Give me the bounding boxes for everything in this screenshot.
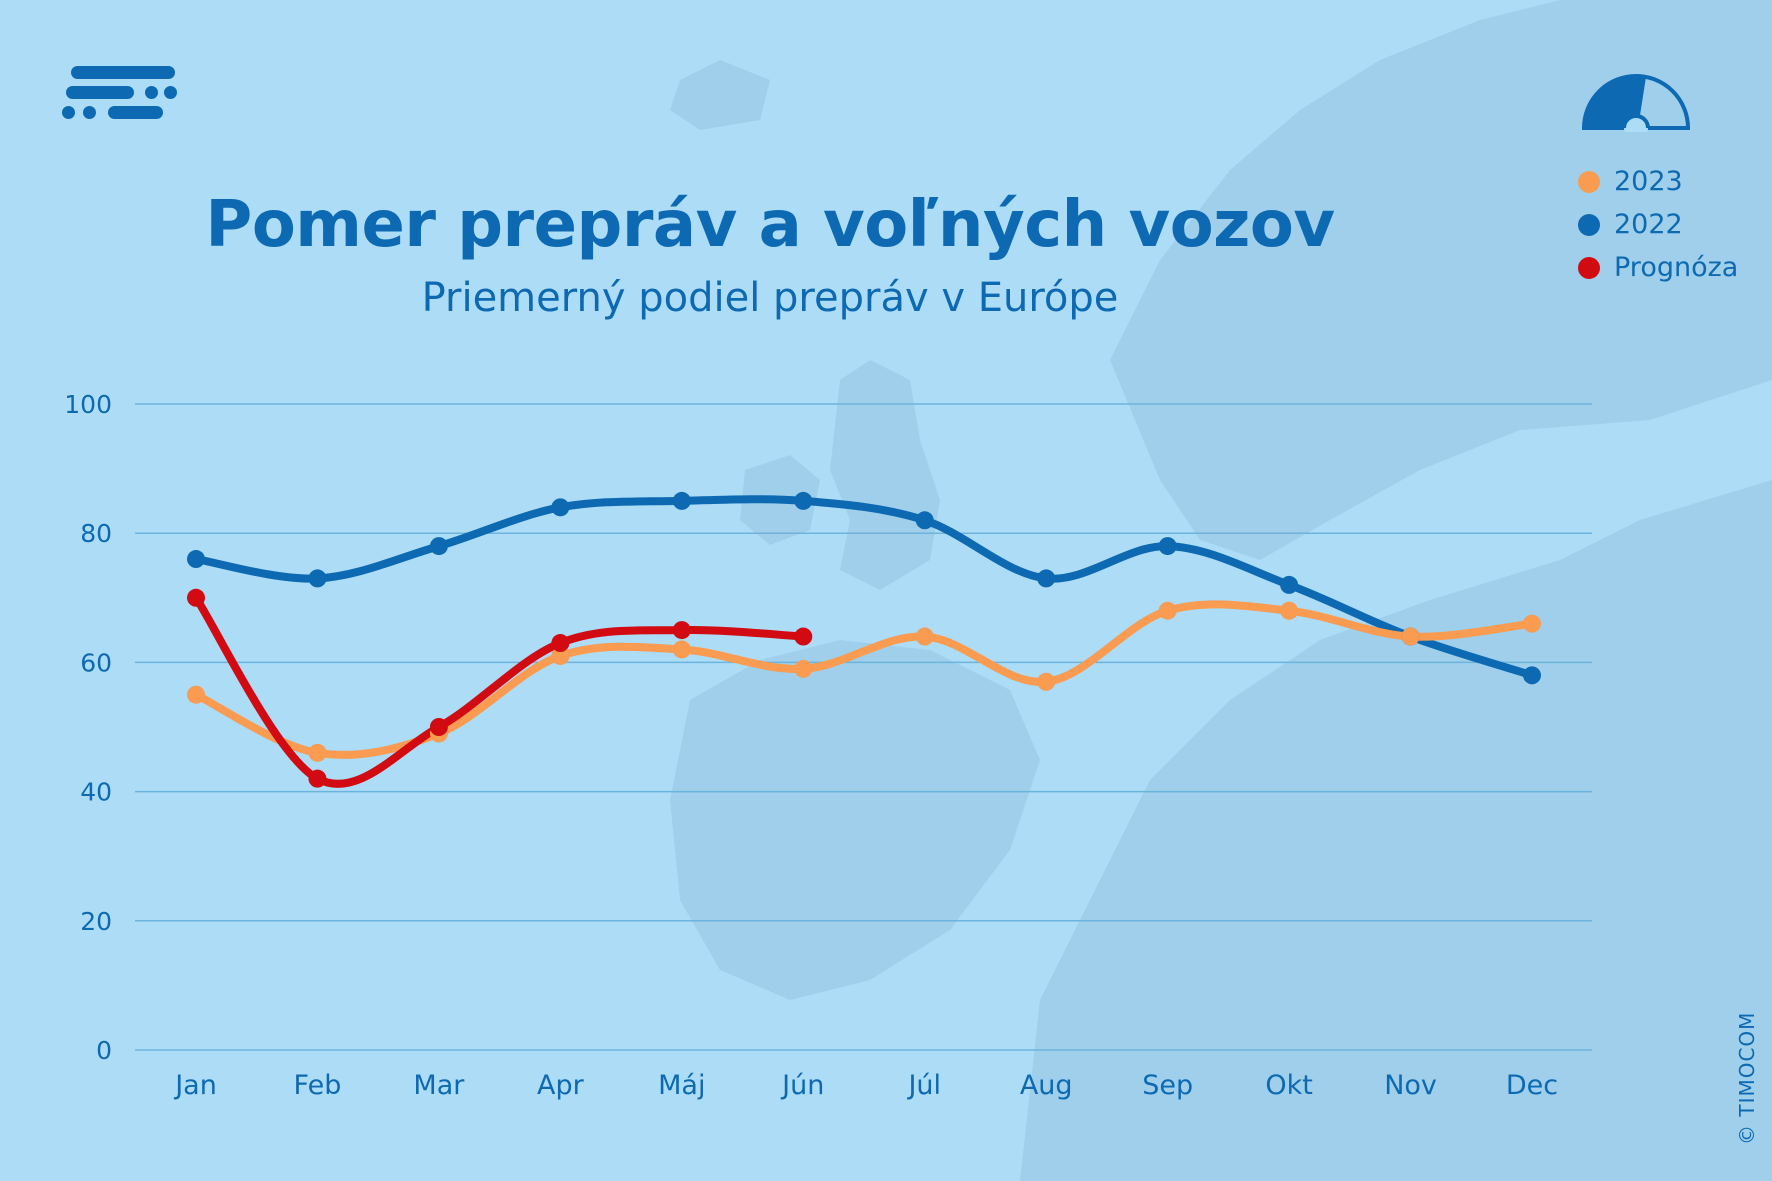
legend-dot-2023 — [1578, 170, 1600, 193]
legend-dot-2022 — [1578, 213, 1600, 236]
data-point-2022 — [915, 511, 934, 530]
data-point-2023 — [915, 627, 934, 646]
legend-label-2023: 2023 — [1614, 166, 1683, 197]
data-point-progn-za — [308, 769, 327, 788]
series-line-2022 — [192, 495, 1536, 680]
y-tick-label: 100 — [64, 390, 112, 419]
data-point-2023 — [187, 685, 205, 704]
x-tick-label: Júl — [906, 1070, 941, 1101]
x-tick-label: Okt — [1265, 1070, 1312, 1101]
y-tick-label: 0 — [96, 1036, 112, 1065]
legend-item-2022: 2022 — [1578, 203, 1738, 246]
data-point-progn-za — [672, 621, 691, 640]
gauge-icon — [1580, 72, 1694, 140]
x-tick-label: Jan — [173, 1070, 217, 1101]
y-tick-label: 40 — [80, 778, 112, 807]
data-point-2022 — [672, 491, 691, 510]
data-point-2023 — [1523, 614, 1541, 633]
data-point-2023 — [1280, 601, 1299, 620]
chart-title: Pomer prepráv a voľných vozov — [205, 188, 1335, 262]
legend-label-prognoza: Prognóza — [1614, 252, 1739, 283]
data-point-2022 — [308, 569, 327, 588]
legend-label-2022: 2022 — [1614, 209, 1683, 240]
data-point-2023 — [672, 640, 691, 659]
data-point-2023 — [1158, 601, 1177, 620]
timocom-logo-icon — [60, 64, 180, 138]
chart-legend: 2023 2022 Prognóza — [1578, 160, 1738, 289]
data-point-2022 — [1523, 666, 1541, 685]
data-point-progn-za — [429, 718, 448, 736]
data-point-2022 — [429, 537, 448, 556]
data-point-2022 — [794, 491, 813, 510]
x-tick-label: Dec — [1506, 1070, 1558, 1101]
data-point-2022 — [1158, 537, 1177, 556]
data-point-2023 — [551, 646, 570, 665]
legend-dot-prognoza — [1578, 256, 1600, 279]
x-axis-ticks: Jan Feb Mar Apr Máj Jún Júl Aug Sep Okt Nov Dec — [173, 1070, 1558, 1101]
data-point-2023 — [308, 743, 327, 762]
y-tick-label: 80 — [80, 519, 112, 548]
y-tick-label: 20 — [80, 907, 112, 936]
data-point-2023 — [1401, 627, 1420, 646]
copyright-notice: © TIMOCOM — [1735, 1011, 1759, 1145]
x-tick-label: Jún — [780, 1070, 824, 1101]
y-tick-label: 60 — [80, 648, 112, 677]
data-point-2023 — [794, 659, 813, 678]
x-tick-label: Aug — [1020, 1070, 1073, 1101]
data-point-2022 — [551, 498, 570, 517]
x-tick-label: Feb — [294, 1070, 342, 1101]
series-points — [187, 491, 1541, 788]
series-lines — [192, 495, 1536, 788]
grid-lines — [135, 403, 1592, 1051]
legend-item-prognoza: Prognóza — [1578, 246, 1738, 289]
data-point-2022 — [187, 550, 205, 569]
data-point-2023 — [1037, 672, 1056, 691]
x-tick-label: Nov — [1384, 1070, 1437, 1101]
data-point-2022 — [1037, 569, 1056, 588]
data-point-progn-za — [794, 627, 813, 646]
x-tick-label: Mar — [413, 1070, 465, 1101]
data-point-2022 — [1280, 575, 1299, 594]
y-axis-ticks: 0 20 40 60 80 100 — [64, 390, 112, 1065]
x-tick-label: Apr — [537, 1070, 585, 1101]
series-line-2023 — [192, 600, 1536, 759]
data-point-progn-za — [551, 634, 570, 653]
legend-item-2023: 2023 — [1578, 160, 1738, 203]
x-tick-label: Máj — [658, 1070, 705, 1101]
x-tick-label: Sep — [1142, 1070, 1193, 1101]
data-point-progn-za — [187, 588, 205, 607]
chart-subtitle: Priemerný podiel prepráv v Európe — [421, 275, 1119, 321]
